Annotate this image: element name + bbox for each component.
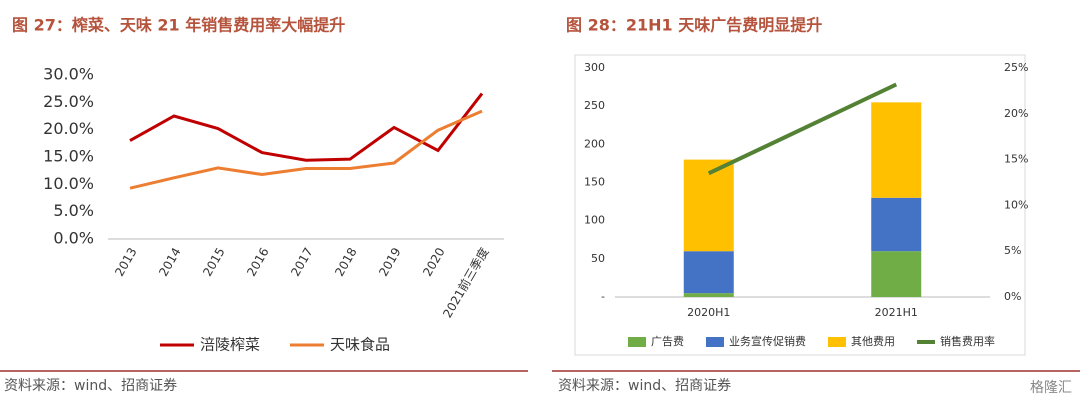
line	[129, 92, 484, 162]
y-tick-label: 250	[584, 99, 605, 112]
y-tick-label: 200	[584, 137, 605, 150]
x-tick-label: 2014	[156, 245, 183, 278]
y2-tick-label: 25%	[1004, 61, 1028, 74]
legend-swatch	[828, 337, 846, 347]
y-tick-label: 0.0%	[53, 229, 94, 248]
y-tick-label: -	[601, 290, 605, 303]
bar	[683, 293, 734, 297]
bar	[871, 251, 922, 297]
line	[129, 109, 483, 190]
bar	[871, 197, 922, 252]
legend-label: 业务宣传促销费	[729, 334, 806, 348]
plot-frame	[574, 54, 1026, 356]
line	[707, 82, 898, 176]
legend-label: 其他费用	[851, 335, 895, 348]
y2-tick-label: 0%	[1004, 290, 1021, 303]
x-tick-label: 2019	[376, 245, 403, 278]
bar	[683, 251, 734, 294]
legend-label: 涪陵榨菜	[200, 336, 260, 354]
legend-label: 广告费	[651, 335, 684, 348]
x-tick-label: 2021前三季度	[439, 245, 491, 321]
y-tick-label: 15.0%	[43, 147, 94, 166]
y2-tick-label: 20%	[1004, 107, 1028, 120]
x-tick-label: 2016	[244, 245, 271, 278]
y-tick-label: 30.0%	[43, 65, 94, 84]
y-tick-label: 50	[591, 252, 605, 265]
x-tick-label: 2021H1	[875, 306, 918, 319]
y-tick-label: 300	[584, 61, 605, 74]
y-tick-label: 10.0%	[43, 174, 94, 193]
x-tick-label: 2015	[200, 245, 227, 278]
source: 资料来源：wind、招商证券	[558, 378, 731, 394]
bar	[683, 159, 734, 252]
source: 资料来源：wind、招商证券	[4, 378, 177, 394]
y-tick-label: 100	[584, 214, 605, 227]
legend-label: 天味食品	[330, 336, 390, 354]
watermark: 格隆汇	[1030, 380, 1072, 396]
y2-tick-label: 5%	[1004, 244, 1021, 257]
chart-title: 图 28：21H1 天味广告费明显提升	[566, 16, 822, 35]
x-tick-label: 2017	[288, 245, 315, 278]
x-tick-label: 2020H1	[687, 306, 730, 319]
y-tick-label: 20.0%	[43, 119, 94, 138]
chart-title: 图 27：榨菜、天味 21 年销售费用率大幅提升	[12, 16, 345, 35]
x-tick-label: 2018	[332, 245, 359, 278]
y-tick-label: 25.0%	[43, 92, 94, 111]
bar	[871, 102, 922, 198]
y2-tick-label: 15%	[1004, 153, 1028, 166]
legend-label: 销售费用率	[940, 334, 995, 348]
x-tick-label: 2013	[112, 245, 139, 278]
y-tick-label: 5.0%	[53, 201, 94, 220]
legend-swatch	[706, 337, 724, 347]
y2-tick-label: 10%	[1004, 198, 1028, 211]
y-tick-label: 150	[584, 176, 605, 189]
x-tick-label: 2020	[420, 245, 447, 278]
legend-swatch	[628, 337, 646, 347]
